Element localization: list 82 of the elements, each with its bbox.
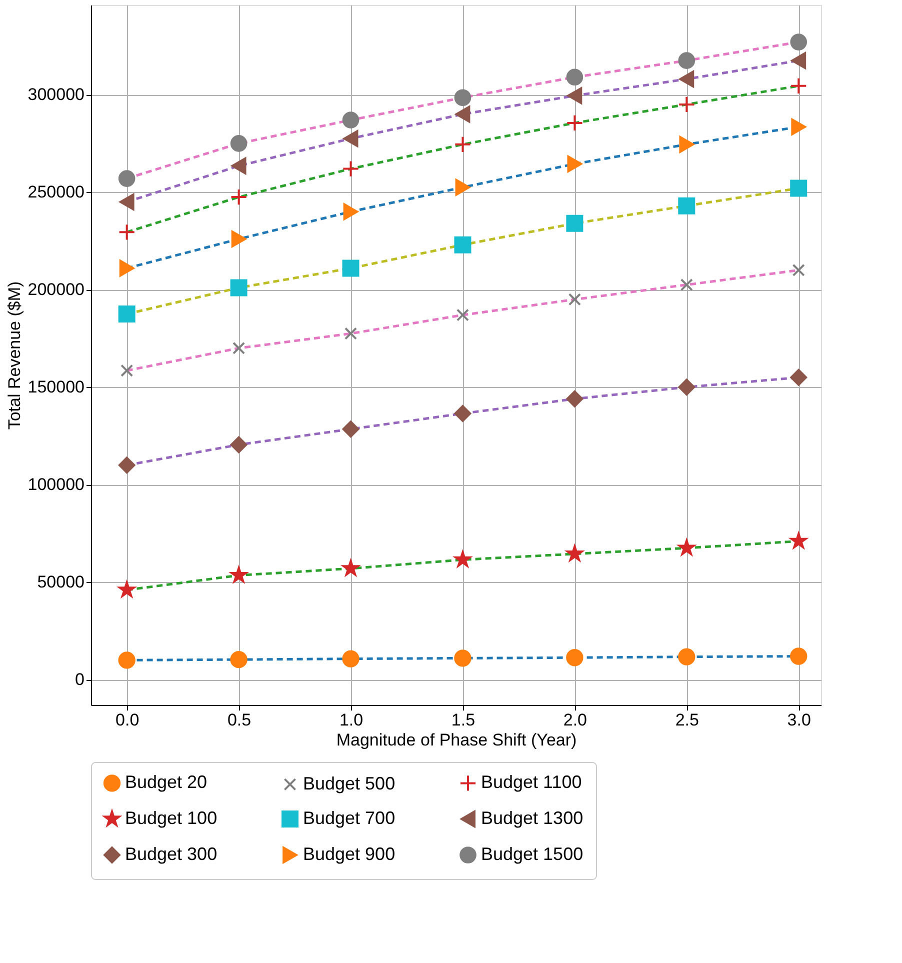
- point: [678, 197, 696, 214]
- point: [456, 308, 470, 322]
- point: [120, 364, 134, 377]
- y-tick-label: 200000: [28, 280, 84, 300]
- point: [679, 70, 694, 88]
- x-tick-label: 1.5: [451, 710, 476, 730]
- point: [568, 293, 581, 306]
- point: [342, 160, 360, 178]
- point: [790, 77, 808, 94]
- point: [232, 342, 246, 354]
- point: [790, 180, 808, 197]
- point: [454, 405, 472, 422]
- x-tick-label: 0.0: [116, 710, 140, 730]
- point: [790, 648, 808, 665]
- point: [230, 279, 248, 296]
- point: [343, 203, 358, 220]
- point: [342, 112, 360, 128]
- y-tick-label: 150000: [28, 378, 84, 397]
- y-tick-label: 300000: [28, 85, 84, 104]
- point: [230, 188, 248, 206]
- point: [678, 96, 696, 113]
- x-tick-label: 2.5: [675, 710, 699, 730]
- legend-label: Budget 300: [125, 844, 218, 864]
- point: [679, 136, 694, 153]
- point: [342, 420, 360, 438]
- point: [342, 560, 359, 576]
- legend-label: Budget 700: [303, 808, 396, 828]
- point: [344, 327, 358, 340]
- point: [455, 178, 470, 196]
- y-tick-label: 250000: [28, 182, 84, 202]
- point: [566, 390, 584, 408]
- point: [454, 136, 472, 153]
- point: [454, 236, 472, 254]
- point: [567, 87, 582, 104]
- point: [119, 260, 134, 277]
- point: [119, 193, 134, 210]
- point: [231, 230, 246, 248]
- x-axis-title: Magnitude of Phase Shift (Year): [336, 730, 577, 750]
- point: [342, 260, 360, 277]
- point: [678, 378, 696, 396]
- point: [566, 114, 584, 132]
- point: [566, 68, 584, 86]
- y-axis-title: Total Revenue ($M): [4, 281, 24, 430]
- point: [791, 52, 806, 70]
- point: [790, 34, 808, 50]
- point: [230, 135, 248, 152]
- legend-label: Budget 1100: [481, 772, 582, 792]
- point: [342, 650, 360, 668]
- legend-label: Budget 500: [303, 773, 396, 794]
- point: [230, 651, 248, 668]
- point: [118, 456, 136, 474]
- point: [566, 214, 584, 232]
- legend-label: Budget 1300: [481, 808, 584, 828]
- point: [791, 118, 806, 136]
- y-tick-label: 0: [75, 670, 84, 690]
- point: [118, 306, 136, 323]
- point: [680, 278, 693, 292]
- point: [678, 648, 696, 666]
- point: [454, 650, 472, 667]
- point: [118, 170, 136, 187]
- x-tick-label: 1.0: [339, 710, 364, 730]
- point: [566, 649, 584, 666]
- point: [790, 368, 808, 386]
- x-tick-label: 0.5: [227, 710, 252, 730]
- legend-label: Budget 1500: [481, 844, 584, 864]
- point: [230, 436, 248, 454]
- x-tick-label: 2.0: [563, 710, 587, 730]
- y-tick-label: 50000: [37, 572, 84, 592]
- legend-label: Budget 900: [303, 844, 396, 864]
- point: [455, 106, 470, 123]
- point: [343, 130, 358, 148]
- point: [231, 157, 246, 174]
- point: [118, 224, 136, 241]
- x-tick-label: 3.0: [787, 710, 811, 730]
- y-tick-label: 100000: [28, 475, 84, 494]
- point: [792, 264, 805, 276]
- point: [118, 652, 136, 669]
- legend-label: Budget 100: [125, 808, 218, 828]
- legend-label: Budget 20: [125, 772, 208, 792]
- point: [454, 89, 472, 106]
- point: [567, 155, 582, 172]
- point: [678, 52, 696, 69]
